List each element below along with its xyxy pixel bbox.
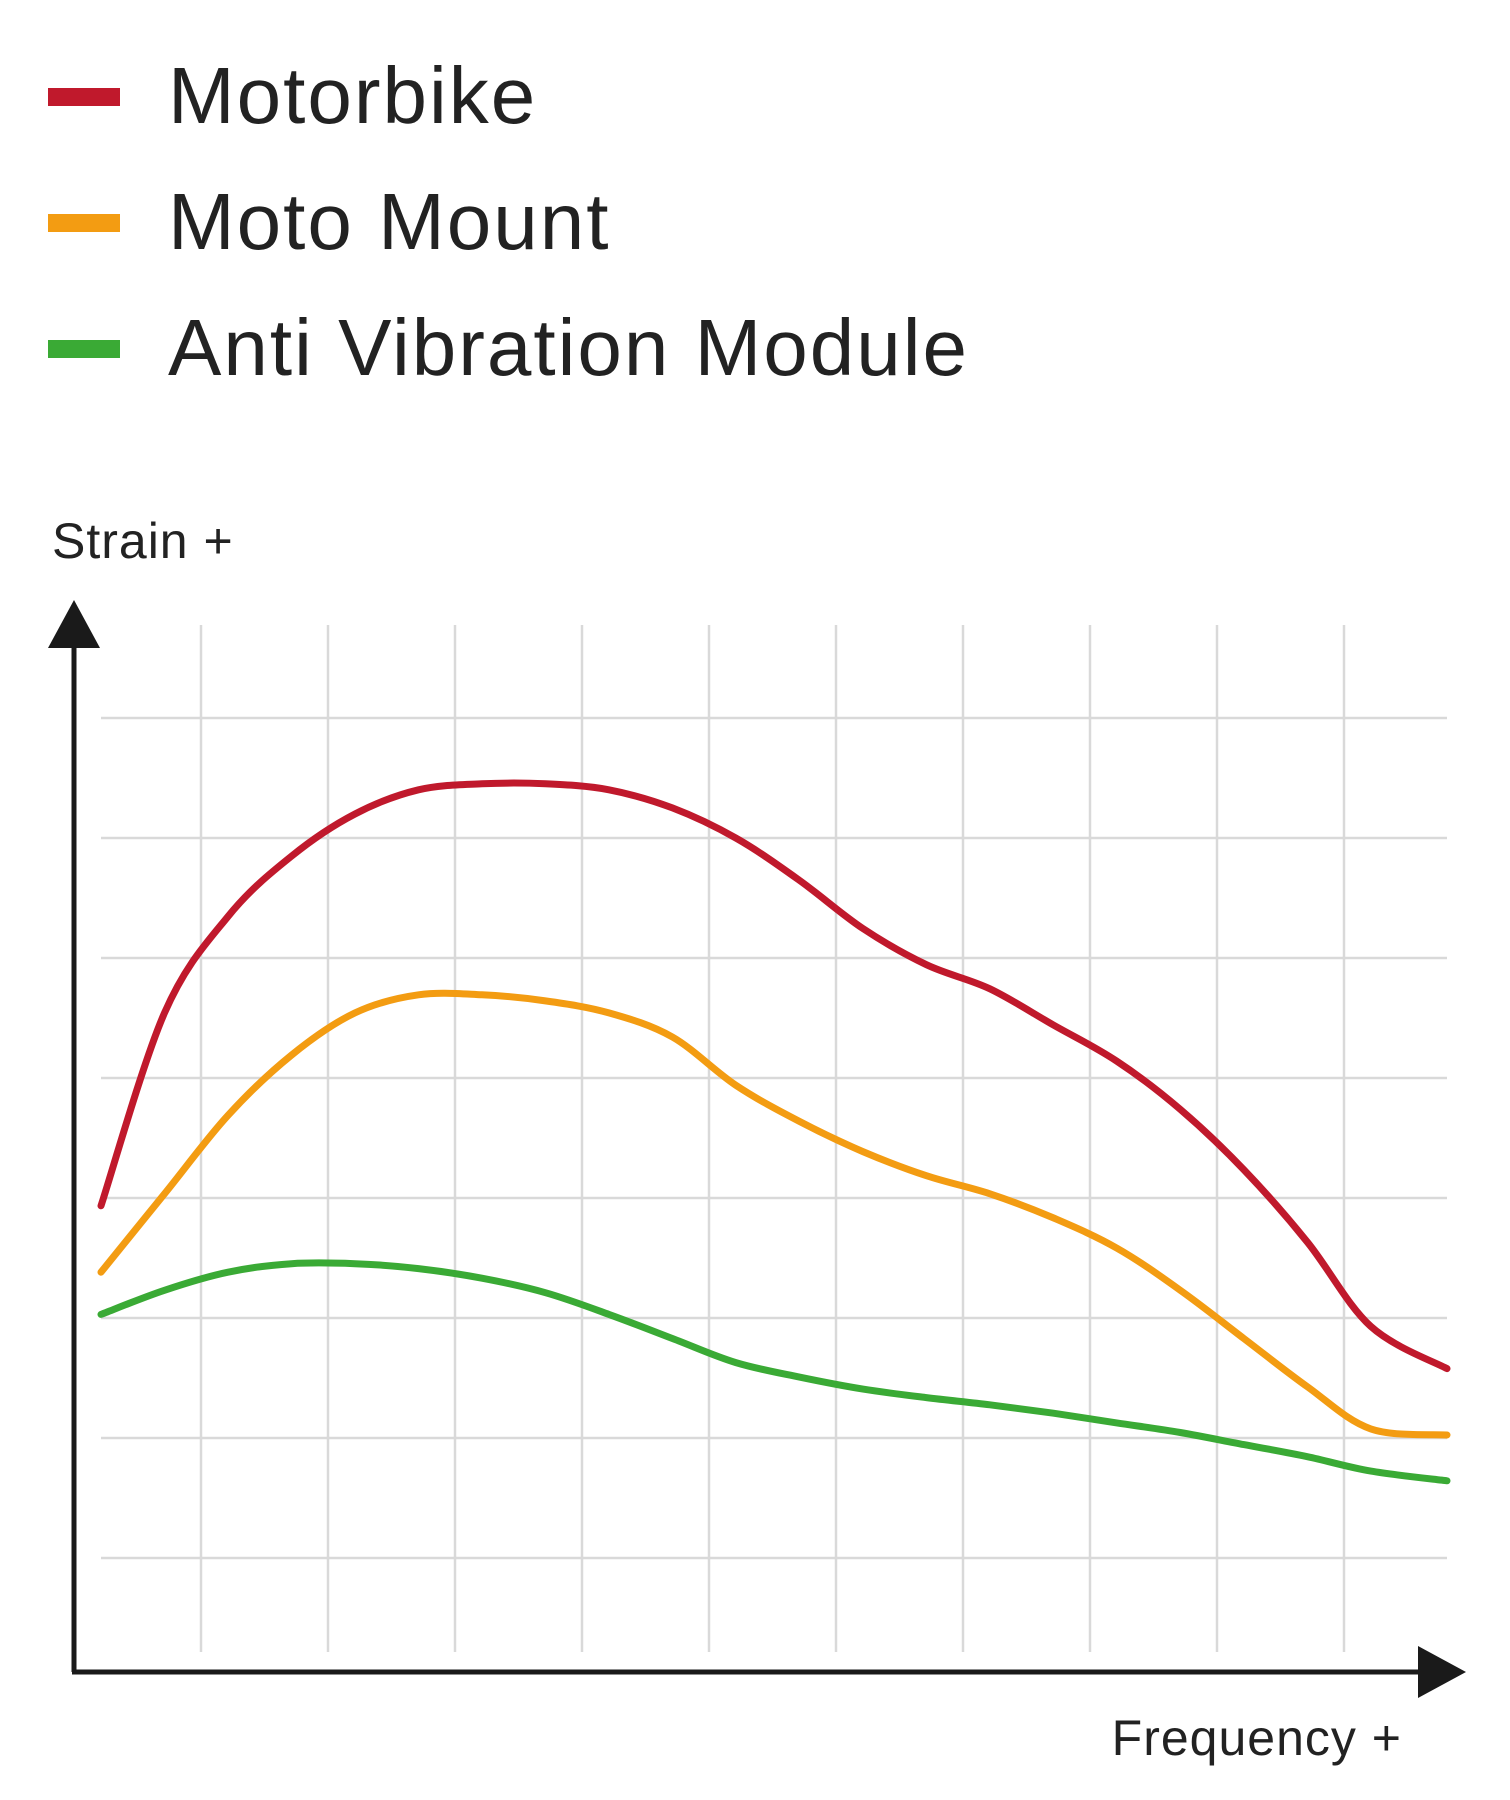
series-line-1 bbox=[97, 779, 1451, 1373]
axes bbox=[48, 600, 1466, 1698]
legend-swatch bbox=[48, 88, 120, 106]
legend-label: Motorbike bbox=[168, 51, 538, 140]
y-axis-label: Strain + bbox=[52, 513, 234, 569]
legend-label: Moto Mount bbox=[168, 177, 611, 266]
x-axis-arrow bbox=[1418, 1646, 1466, 1698]
legend-label: Anti Vibration Module bbox=[168, 303, 969, 392]
series-lines bbox=[97, 779, 1451, 1485]
series-line-2 bbox=[97, 989, 1451, 1439]
legend-swatch bbox=[48, 340, 120, 358]
grid bbox=[101, 625, 1447, 1652]
x-axis-label: Frequency + bbox=[1112, 1710, 1402, 1766]
series-line-3 bbox=[97, 1259, 1451, 1485]
legend-swatch bbox=[48, 214, 120, 232]
y-axis-arrow bbox=[48, 600, 100, 648]
